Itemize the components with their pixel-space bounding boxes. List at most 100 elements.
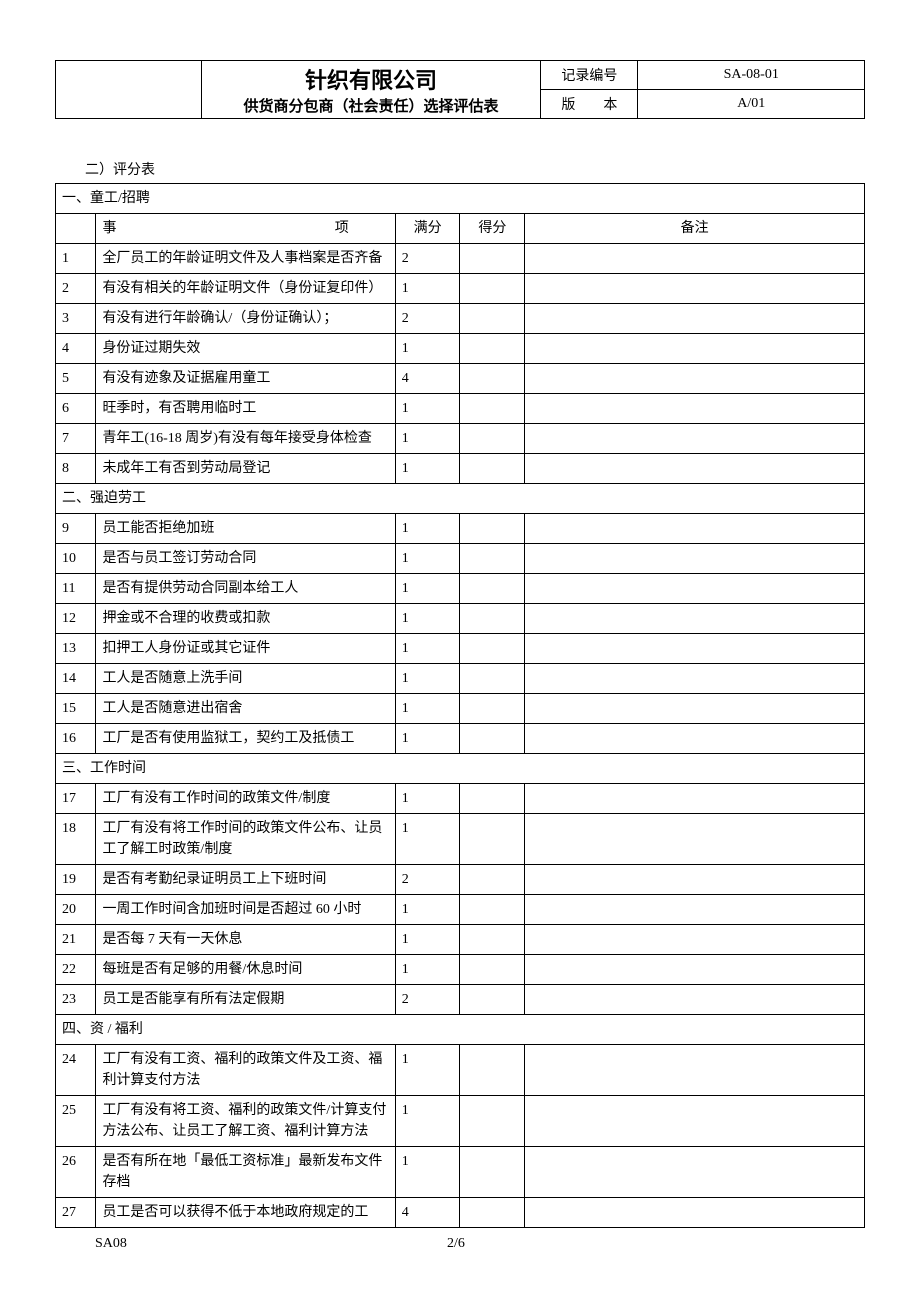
row-full-score: 1 — [395, 394, 460, 424]
table-row: 11是否有提供劳动合同副本给工人1 — [56, 574, 865, 604]
row-item: 工厂有没有工资、福利的政策文件及工资、福利计算支付方法 — [96, 1045, 395, 1096]
row-item: 未成年工有否到劳动局登记 — [96, 454, 395, 484]
table-row: 22每班是否有足够的用餐/休息时间1 — [56, 955, 865, 985]
row-note — [525, 364, 865, 394]
row-full-score: 1 — [395, 634, 460, 664]
section-header-row: 一、童工/招聘 — [56, 184, 865, 214]
row-number: 20 — [56, 895, 96, 925]
table-row: 4身份证过期失效1 — [56, 334, 865, 364]
row-full-score: 2 — [395, 244, 460, 274]
table-row: 26是否有所在地「最低工资标准」最新发布文件存档1 — [56, 1147, 865, 1198]
row-number: 14 — [56, 664, 96, 694]
row-item: 青年工(16-18 周岁)有没有每年接受身体检查 — [96, 424, 395, 454]
row-note — [525, 544, 865, 574]
row-full-score: 1 — [395, 724, 460, 754]
row-full-score: 1 — [395, 895, 460, 925]
row-number: 24 — [56, 1045, 96, 1096]
row-note — [525, 1198, 865, 1228]
row-score — [460, 364, 525, 394]
row-item: 是否有考勤纪录证明员工上下班时间 — [96, 865, 395, 895]
row-item: 押金或不合理的收费或扣款 — [96, 604, 395, 634]
row-score — [460, 1198, 525, 1228]
row-note — [525, 424, 865, 454]
row-score — [460, 334, 525, 364]
row-score — [460, 955, 525, 985]
section-title: 四、资 / 福利 — [56, 1015, 865, 1045]
version-label: 版 本 — [541, 90, 638, 119]
col-header-full: 满分 — [395, 214, 460, 244]
scoring-section-title: 二）评分表 — [85, 159, 865, 179]
row-score — [460, 814, 525, 865]
row-item: 工厂有没有将工作时间的政策文件公布、让员工了解工时政策/制度 — [96, 814, 395, 865]
row-score — [460, 985, 525, 1015]
table-row: 9员工能否拒绝加班1 — [56, 514, 865, 544]
table-row: 27员工是否可以获得不低于本地政府规定的工4 — [56, 1198, 865, 1228]
row-note — [525, 514, 865, 544]
row-number: 2 — [56, 274, 96, 304]
row-full-score: 1 — [395, 814, 460, 865]
record-number-value: SA-08-01 — [638, 61, 865, 90]
row-score — [460, 694, 525, 724]
row-note — [525, 865, 865, 895]
row-number: 23 — [56, 985, 96, 1015]
row-item: 全厂员工的年龄证明文件及人事档案是否齐备 — [96, 244, 395, 274]
row-score — [460, 454, 525, 484]
column-header-row: 事项满分得分备注 — [56, 214, 865, 244]
row-number: 17 — [56, 784, 96, 814]
form-subtitle: 供货商分包商（社会责任）选择评估表 — [208, 95, 535, 116]
record-number-label: 记录编号 — [541, 61, 638, 90]
row-item: 工人是否随意进出宿舍 — [96, 694, 395, 724]
row-full-score: 1 — [395, 424, 460, 454]
section-title: 二、强迫劳工 — [56, 484, 865, 514]
row-note — [525, 985, 865, 1015]
row-note — [525, 244, 865, 274]
footer-code: SA08 — [95, 1236, 127, 1252]
row-full-score: 2 — [395, 865, 460, 895]
row-item: 员工是否可以获得不低于本地政府规定的工 — [96, 1198, 395, 1228]
row-note — [525, 634, 865, 664]
row-note — [525, 604, 865, 634]
row-score — [460, 1147, 525, 1198]
row-item: 扣押工人身份证或其它证件 — [96, 634, 395, 664]
row-number: 21 — [56, 925, 96, 955]
row-number: 15 — [56, 694, 96, 724]
row-score — [460, 604, 525, 634]
row-score — [460, 724, 525, 754]
row-note — [525, 814, 865, 865]
row-number: 8 — [56, 454, 96, 484]
row-score — [460, 784, 525, 814]
row-item: 是否有所在地「最低工资标准」最新发布文件存档 — [96, 1147, 395, 1198]
table-row: 6旺季时，有否聘用临时工1 — [56, 394, 865, 424]
row-number: 11 — [56, 574, 96, 604]
row-full-score: 1 — [395, 514, 460, 544]
row-item: 员工是否能享有所有法定假期 — [96, 985, 395, 1015]
section-header-row: 四、资 / 福利 — [56, 1015, 865, 1045]
row-number: 6 — [56, 394, 96, 424]
row-item: 员工能否拒绝加班 — [96, 514, 395, 544]
row-number: 27 — [56, 1198, 96, 1228]
table-row: 24工厂有没有工资、福利的政策文件及工资、福利计算支付方法1 — [56, 1045, 865, 1096]
row-number: 18 — [56, 814, 96, 865]
row-note — [525, 304, 865, 334]
row-number: 12 — [56, 604, 96, 634]
row-full-score: 1 — [395, 1147, 460, 1198]
row-score — [460, 394, 525, 424]
table-row: 10是否与员工签订劳动合同1 — [56, 544, 865, 574]
section-header-row: 三、工作时间 — [56, 754, 865, 784]
company-title: 针织有限公司 — [208, 63, 535, 95]
row-item: 工人是否随意上洗手间 — [96, 664, 395, 694]
row-item: 有没有相关的年龄证明文件（身份证复印件） — [96, 274, 395, 304]
row-score — [460, 865, 525, 895]
row-number: 22 — [56, 955, 96, 985]
row-note — [525, 925, 865, 955]
row-number: 7 — [56, 424, 96, 454]
row-item: 身份证过期失效 — [96, 334, 395, 364]
row-score — [460, 514, 525, 544]
section-title: 三、工作时间 — [56, 754, 865, 784]
row-number: 26 — [56, 1147, 96, 1198]
row-item: 有没有迹象及证据雇用童工 — [96, 364, 395, 394]
row-number: 1 — [56, 244, 96, 274]
row-item: 一周工作时间含加班时间是否超过 60 小时 — [96, 895, 395, 925]
row-full-score: 1 — [395, 544, 460, 574]
row-score — [460, 1045, 525, 1096]
